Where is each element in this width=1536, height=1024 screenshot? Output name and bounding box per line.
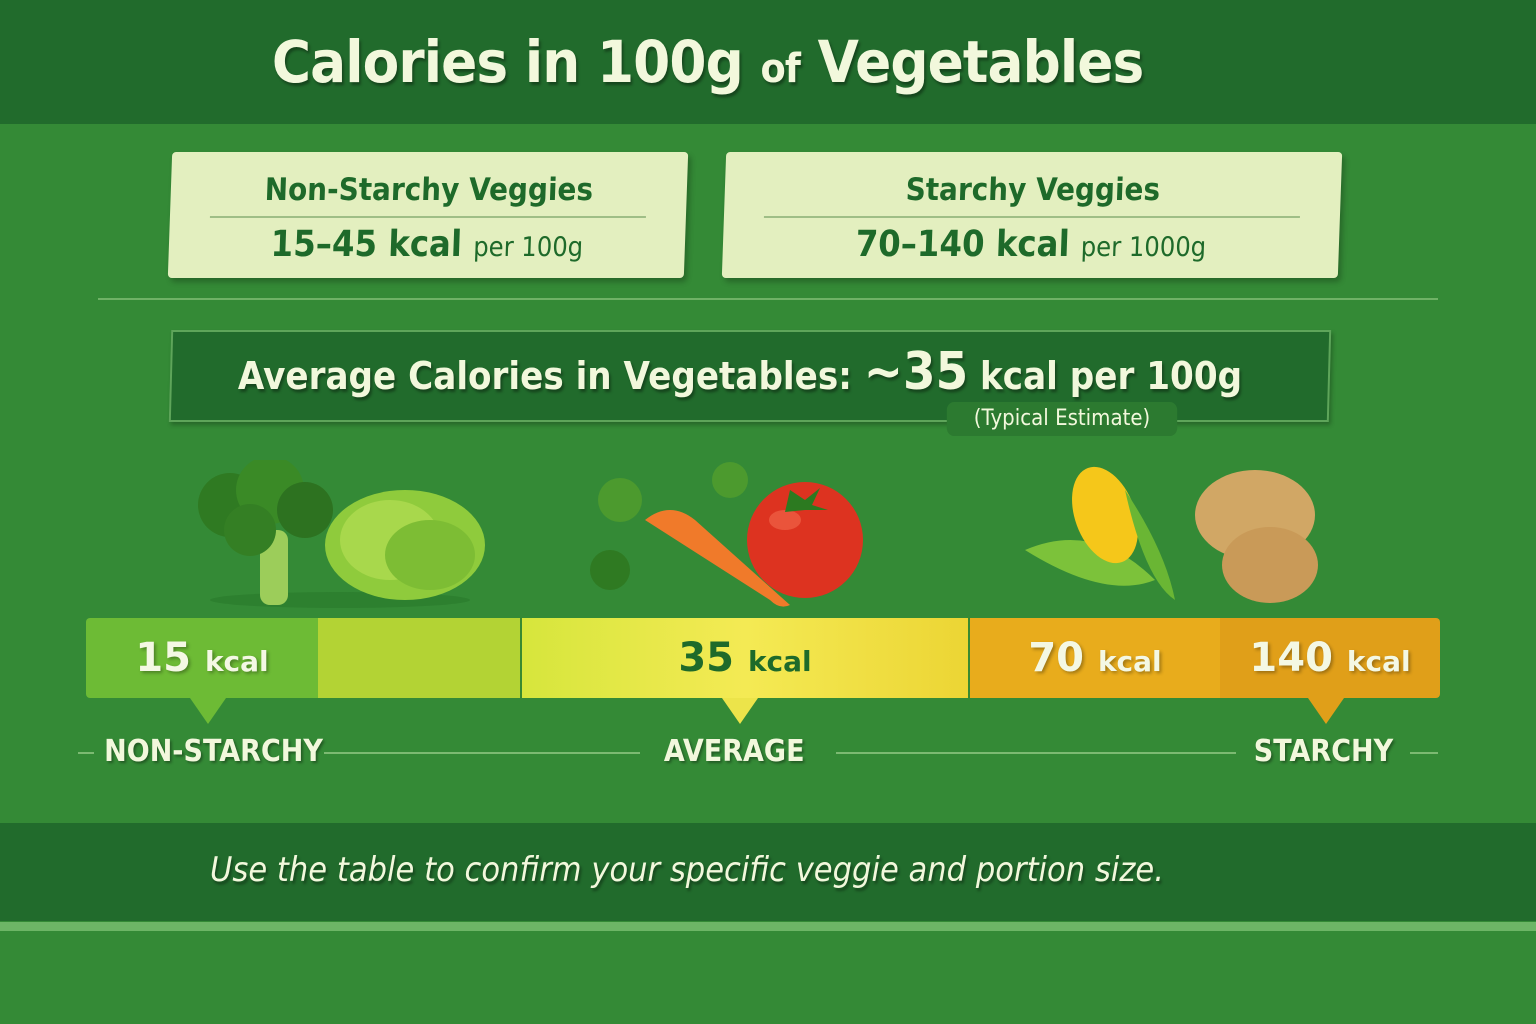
footer-banner [0, 823, 1536, 921]
dashed-divider [520, 618, 522, 698]
label-non-starchy: NON-STARCHY [104, 734, 323, 769]
average-prefix: Average Calories in Vegetables: [237, 354, 852, 398]
card-unit: per 1000g [1080, 232, 1207, 263]
label-starchy: STARCHY [1253, 734, 1394, 769]
average-text: Average Calories in Vegetables: ~35 kcal… [74, 342, 1406, 402]
segment-label: 140 kcal [1249, 635, 1410, 681]
dashed-divider [968, 618, 970, 698]
carrot-tomato-icon [590, 462, 863, 607]
carrot-icon [645, 510, 790, 607]
segment-140: 140 kcal [1220, 618, 1440, 698]
card-divider [209, 216, 646, 218]
card-title: Non-Starchy Veggies [264, 172, 594, 208]
card-range: 70–140 kcal [854, 224, 1071, 265]
card-range: 15–45 kcal [269, 224, 463, 265]
axis-line [78, 752, 94, 754]
segment-unit: kcal [1097, 645, 1162, 678]
axis-line [1410, 752, 1438, 754]
pointer-starchy [1308, 698, 1344, 724]
segment-value: 140 [1249, 635, 1333, 681]
card-non-starchy: Non-Starchy Veggies 15–45 kcal per 100g [167, 152, 689, 278]
potato-icon [1195, 470, 1318, 603]
section-divider [98, 298, 1438, 300]
segment-35: 35 kcal [522, 618, 968, 698]
header: Calories in 100g of Vegetables [0, 0, 1536, 124]
segment-label: 70 kcal [1028, 635, 1161, 681]
broccoli-icon [198, 456, 485, 608]
segment-70: 70 kcal [970, 618, 1220, 698]
card-divider [763, 216, 1300, 218]
vegetables-starchy [1015, 460, 1325, 610]
average-note: (Typical Estimate) [946, 402, 1178, 436]
card-value: 70–140 kcal per 1000g [753, 224, 1309, 265]
segment-unit: kcal [204, 645, 269, 678]
axis-line [836, 752, 1236, 754]
segment-non-starchy-range [318, 618, 520, 698]
card-title: Starchy Veggies [905, 172, 1161, 208]
footer-note: Use the table to confirm your specific v… [210, 850, 1164, 890]
segment-unit: kcal [1346, 645, 1411, 678]
title-end: Vegetables [818, 28, 1145, 96]
corn-potato-icon [1025, 466, 1318, 603]
title-main: Calories in 100g [272, 28, 744, 96]
pointer-non-starchy [190, 698, 226, 724]
corn-icon [1025, 466, 1175, 600]
footer-rule [0, 922, 1536, 931]
vegetables-non-starchy [190, 456, 490, 610]
card-starchy: Starchy Veggies 70–140 kcal per 1000g [721, 152, 1343, 278]
vegetables-average [590, 460, 880, 610]
average-value: ~35 [863, 342, 969, 402]
segment-label: 15 kcal [135, 635, 268, 681]
segment-value: 70 [1028, 635, 1084, 681]
segment-15: 15 kcal [86, 618, 318, 698]
axis-line [324, 752, 640, 754]
title-of: of [760, 46, 801, 92]
average-suffix: kcal per 100g [980, 354, 1243, 398]
card-unit: per 100g [472, 232, 584, 263]
tomato-icon [747, 482, 863, 598]
label-average: AVERAGE [663, 734, 805, 769]
segment-label: 35 kcal [678, 635, 811, 681]
lettuce-icon [325, 490, 485, 600]
segment-value: 15 [135, 635, 191, 681]
parsley-icon [590, 462, 748, 590]
segment-value: 35 [678, 635, 734, 681]
pointer-average [722, 698, 758, 724]
segment-unit: kcal [747, 645, 812, 678]
page-title: Calories in 100g of Vegetables [272, 28, 1145, 96]
calorie-scale-bar: 15 kcal 35 kcal 70 kcal 140 kcal [86, 618, 1440, 698]
card-value: 15–45 kcal per 100g [194, 224, 660, 265]
